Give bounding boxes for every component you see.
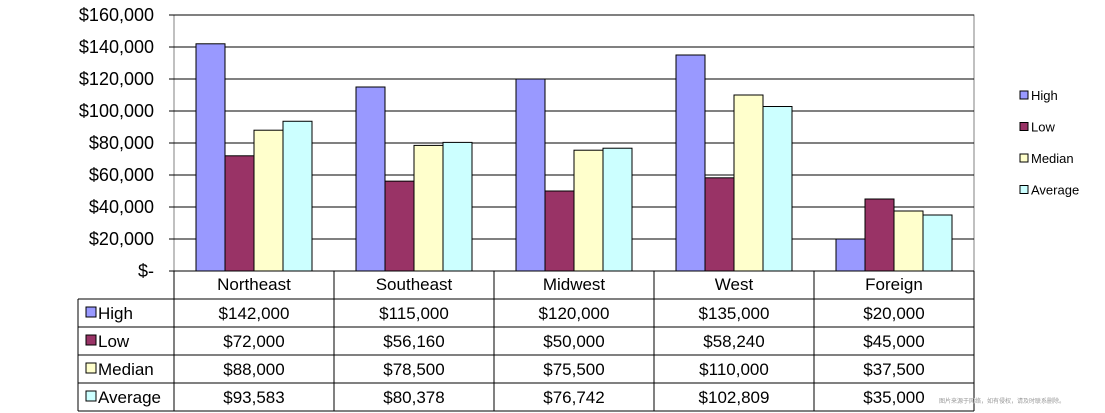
table-cell: $20,000 xyxy=(863,304,924,323)
bar-average-west xyxy=(762,106,793,272)
legend-swatch-median xyxy=(1019,153,1029,163)
category-label-west: West xyxy=(715,275,754,294)
bar-median-midwest xyxy=(573,149,604,272)
bar-low-northeast xyxy=(224,155,255,272)
table-cell: $45,000 xyxy=(863,332,924,351)
table-cell: $50,000 xyxy=(543,332,604,351)
legend-swatch-average xyxy=(1019,185,1029,194)
y-tick-label: $140,000 xyxy=(79,37,154,57)
table-cell: $72,000 xyxy=(223,332,284,351)
legend-label-low: Low xyxy=(1031,120,1055,135)
table-legend-key-high xyxy=(85,306,97,318)
table-legend-key-low xyxy=(85,334,97,346)
table-cell: $58,240 xyxy=(703,332,764,351)
category-label-midwest: Midwest xyxy=(543,275,606,294)
y-tick-label: $160,000 xyxy=(79,5,154,25)
bar-median-southeast xyxy=(413,144,444,272)
table-legend-key-median xyxy=(85,362,97,374)
table-legend-key-average xyxy=(85,390,97,402)
bar-high-foreign xyxy=(835,238,866,272)
category-label-foreign: Foreign xyxy=(865,275,923,294)
table-row-label-high: High xyxy=(98,304,133,323)
table-cell: $37,500 xyxy=(863,360,924,379)
bar-high-northeast xyxy=(195,43,226,272)
y-tick-label: $40,000 xyxy=(89,197,154,217)
bar-median-foreign xyxy=(893,210,924,272)
y-tick-label: $120,000 xyxy=(79,69,154,89)
legend-label-high: High xyxy=(1031,88,1058,103)
bar-low-southeast xyxy=(384,180,415,272)
category-label-southeast: Southeast xyxy=(376,275,453,294)
table-cell: $35,000 xyxy=(863,388,924,407)
category-label-northeast: Northeast xyxy=(217,275,291,294)
legend-swatch-low xyxy=(1019,122,1029,131)
bar-high-west xyxy=(675,54,706,272)
table-row-label-average: Average xyxy=(98,388,161,407)
bar-high-midwest xyxy=(515,78,546,272)
legend-swatch-high xyxy=(1019,90,1029,100)
table-cell: $88,000 xyxy=(223,360,284,379)
legend-label-average: Average xyxy=(1031,183,1079,198)
table-cell: $110,000 xyxy=(699,360,769,379)
bar-low-midwest xyxy=(544,190,575,272)
y-tick-label: $80,000 xyxy=(89,133,154,153)
table-row-label-median: Median xyxy=(98,360,154,379)
bar-median-west xyxy=(733,94,764,272)
table-cell: $135,000 xyxy=(699,304,770,323)
table-cell: $56,160 xyxy=(383,332,444,351)
table-cell: $120,000 xyxy=(539,304,610,323)
table-cell: $142,000 xyxy=(219,304,290,323)
bar-average-northeast xyxy=(282,120,313,272)
table-cell: $80,378 xyxy=(383,388,444,407)
legend-label-median: Median xyxy=(1031,151,1074,166)
table-cell: $76,742 xyxy=(543,388,604,407)
table-cell: $115,000 xyxy=(379,304,449,323)
y-tick-label: $60,000 xyxy=(89,165,154,185)
bar-median-northeast xyxy=(253,129,284,272)
bar-high-southeast xyxy=(355,86,386,272)
y-tick-label: $- xyxy=(138,261,154,281)
table-cell: $78,500 xyxy=(383,360,444,379)
bar-average-foreign xyxy=(922,214,953,272)
table-cell: $75,500 xyxy=(543,360,604,379)
bar-low-foreign xyxy=(864,198,895,272)
table-cell: $93,583 xyxy=(223,388,284,407)
bar-low-west xyxy=(704,177,735,272)
table-cell: $102,809 xyxy=(699,388,770,407)
y-tick-label: $20,000 xyxy=(89,229,154,249)
y-tick-label: $100,000 xyxy=(79,101,154,121)
table-row-label-low: Low xyxy=(98,332,130,351)
bar-average-midwest xyxy=(602,147,633,272)
bar-average-southeast xyxy=(442,141,473,272)
watermark-text: 图片来源于网络，如有侵权，请及时联系删除。 xyxy=(938,398,1065,405)
